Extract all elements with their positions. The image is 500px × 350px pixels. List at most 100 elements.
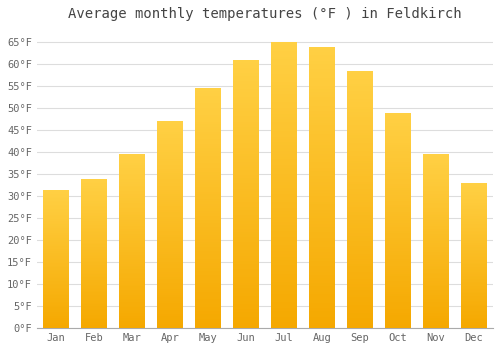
Bar	[194, 168, 221, 170]
Bar	[194, 220, 221, 223]
Bar	[422, 248, 450, 250]
Bar	[460, 276, 487, 278]
Bar	[194, 218, 221, 220]
Bar	[384, 326, 411, 328]
Bar	[270, 117, 297, 119]
Bar	[118, 219, 145, 220]
Bar	[118, 306, 145, 307]
Bar	[118, 266, 145, 267]
Bar	[156, 285, 183, 287]
Bar	[460, 243, 487, 244]
Bar	[422, 206, 450, 208]
Bar	[42, 255, 69, 256]
Bar	[42, 324, 69, 326]
Bar	[460, 283, 487, 285]
Bar	[156, 299, 183, 301]
Bar	[270, 302, 297, 305]
Bar	[42, 241, 69, 242]
Bar	[232, 178, 259, 181]
Bar	[384, 236, 411, 238]
Bar	[422, 246, 450, 248]
Bar	[232, 175, 259, 178]
Bar	[270, 214, 297, 217]
Bar	[308, 241, 336, 244]
Bar	[156, 243, 183, 245]
Bar	[308, 122, 336, 126]
Bar	[346, 76, 374, 78]
Bar	[156, 322, 183, 324]
Bar	[346, 125, 374, 127]
Bar	[156, 130, 183, 132]
Bar	[156, 260, 183, 262]
Bar	[422, 182, 450, 184]
Bar	[460, 296, 487, 298]
Bar	[118, 182, 145, 184]
Bar	[422, 220, 450, 222]
Bar	[270, 88, 297, 91]
Bar	[42, 199, 69, 201]
Bar	[346, 135, 374, 138]
Bar	[194, 151, 221, 153]
Bar	[270, 199, 297, 202]
Bar	[194, 278, 221, 280]
Bar	[232, 132, 259, 135]
Bar	[460, 253, 487, 254]
Bar	[232, 71, 259, 73]
Bar	[308, 252, 336, 255]
Bar	[80, 231, 107, 232]
Bar	[270, 139, 297, 142]
Bar	[80, 194, 107, 195]
Bar	[194, 237, 221, 239]
Bar	[80, 300, 107, 301]
Bar	[460, 286, 487, 288]
Bar	[156, 194, 183, 196]
Bar	[346, 94, 374, 97]
Bar	[80, 258, 107, 259]
Bar	[384, 130, 411, 132]
Bar	[42, 287, 69, 288]
Bar	[232, 191, 259, 194]
Bar	[232, 261, 259, 264]
Bar	[384, 259, 411, 261]
Bar	[460, 216, 487, 218]
Bar	[42, 256, 69, 258]
Bar	[384, 253, 411, 255]
Bar	[118, 255, 145, 257]
Bar	[42, 323, 69, 324]
Bar	[346, 199, 374, 202]
Bar	[118, 203, 145, 205]
Bar	[156, 212, 183, 215]
Bar	[384, 193, 411, 195]
Bar	[346, 143, 374, 146]
Bar	[346, 91, 374, 94]
Bar	[270, 285, 297, 288]
Bar	[422, 231, 450, 233]
Bar	[232, 199, 259, 202]
Bar	[156, 245, 183, 247]
Bar	[80, 246, 107, 247]
Bar	[308, 258, 336, 261]
Bar	[156, 181, 183, 183]
Bar	[308, 61, 336, 64]
Bar	[270, 54, 297, 57]
Bar	[118, 283, 145, 285]
Bar	[308, 275, 336, 278]
Bar	[80, 244, 107, 246]
Bar	[42, 294, 69, 295]
Bar	[80, 204, 107, 205]
Bar	[270, 165, 297, 168]
Bar	[460, 302, 487, 303]
Bar	[194, 228, 221, 230]
Bar	[156, 196, 183, 198]
Bar	[80, 267, 107, 268]
Bar	[232, 248, 259, 250]
Bar	[422, 274, 450, 276]
Bar	[346, 182, 374, 184]
Bar	[156, 142, 183, 144]
Bar	[460, 190, 487, 192]
Bar	[232, 183, 259, 186]
Bar	[308, 300, 336, 303]
Bar	[232, 140, 259, 143]
Bar	[80, 291, 107, 292]
Bar	[80, 282, 107, 283]
